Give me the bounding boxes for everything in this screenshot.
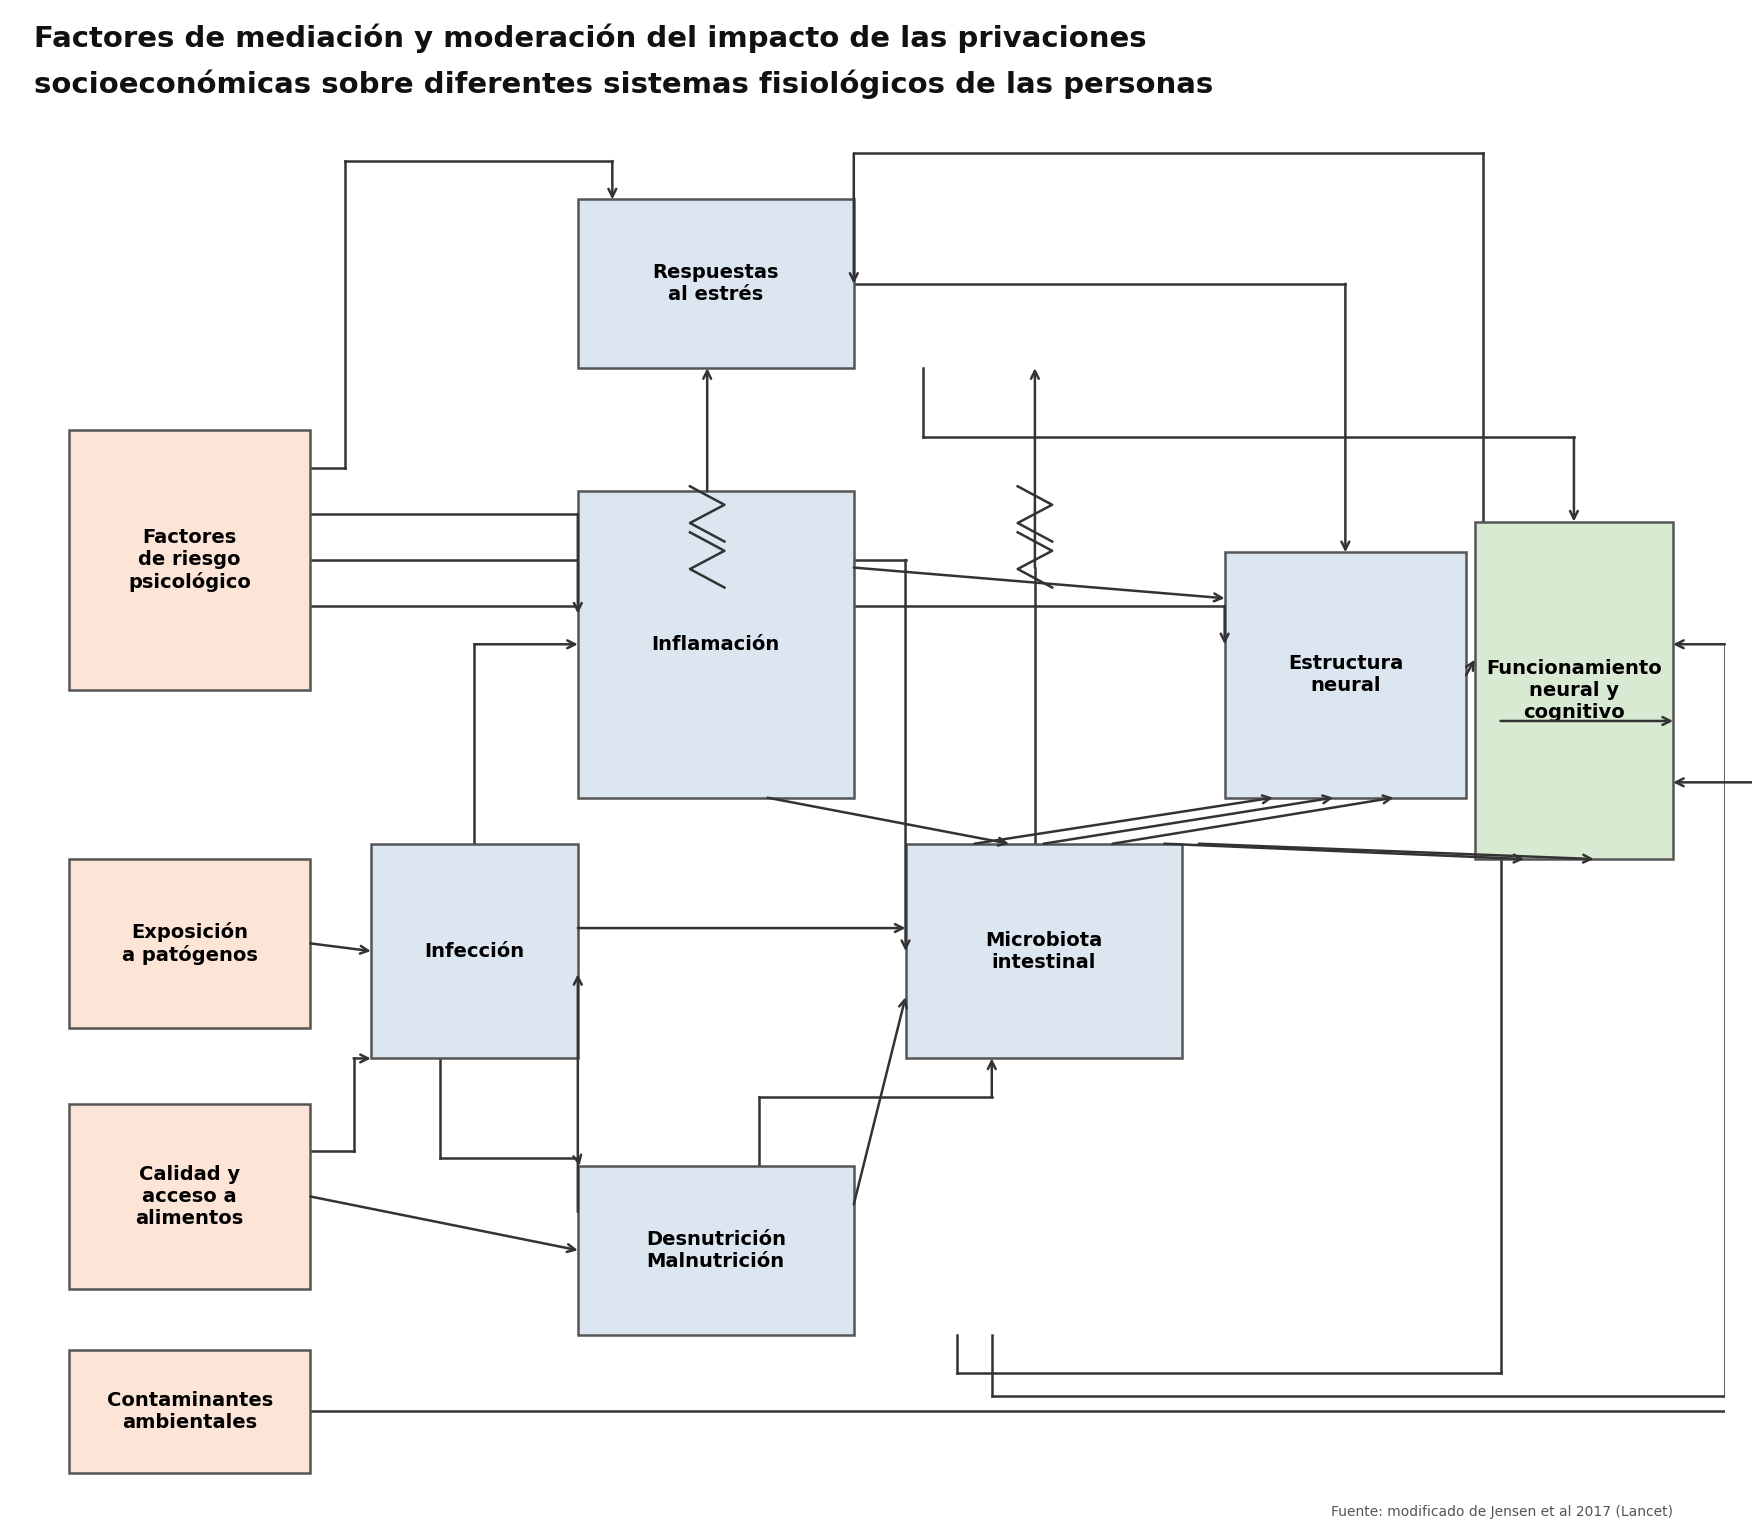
FancyBboxPatch shape [578, 199, 853, 368]
FancyBboxPatch shape [1225, 552, 1466, 798]
FancyBboxPatch shape [1475, 522, 1673, 859]
Text: Estructura
neural: Estructura neural [1288, 655, 1403, 695]
FancyBboxPatch shape [68, 1104, 310, 1289]
Text: Inflamación: Inflamación [652, 635, 780, 653]
Text: Microbiota
intestinal: Microbiota intestinal [985, 931, 1102, 971]
FancyBboxPatch shape [68, 859, 310, 1028]
Text: Infección: Infección [424, 942, 524, 960]
FancyBboxPatch shape [578, 491, 853, 798]
Text: Respuestas
al estrés: Respuestas al estrés [652, 264, 780, 304]
Text: Calidad y
acceso a
alimentos: Calidad y acceso a alimentos [135, 1164, 244, 1229]
FancyBboxPatch shape [578, 1166, 853, 1335]
FancyBboxPatch shape [906, 844, 1181, 1058]
Text: Fuente: modificado de Jensen et al 2017 (Lancet): Fuente: modificado de Jensen et al 2017 … [1332, 1505, 1673, 1519]
Text: Desnutrición
Malnutrición: Desnutrición Malnutrición [646, 1230, 787, 1270]
Text: Exposición
a patógenos: Exposición a patógenos [123, 922, 258, 965]
Text: Factores de mediación y moderación del impacto de las privaciones: Factores de mediación y moderación del i… [35, 23, 1148, 52]
Text: Factores
de riesgo
psicológico: Factores de riesgo psicológico [128, 528, 251, 592]
Text: Contaminantes
ambientales: Contaminantes ambientales [107, 1391, 273, 1431]
FancyBboxPatch shape [68, 430, 310, 690]
FancyBboxPatch shape [371, 844, 578, 1058]
Text: Funcionamiento
neural y
cognitivo: Funcionamiento neural y cognitivo [1486, 658, 1663, 723]
FancyBboxPatch shape [68, 1350, 310, 1473]
Text: socioeconómicas sobre diferentes sistemas fisiológicos de las personas: socioeconómicas sobre diferentes sistema… [35, 69, 1214, 98]
